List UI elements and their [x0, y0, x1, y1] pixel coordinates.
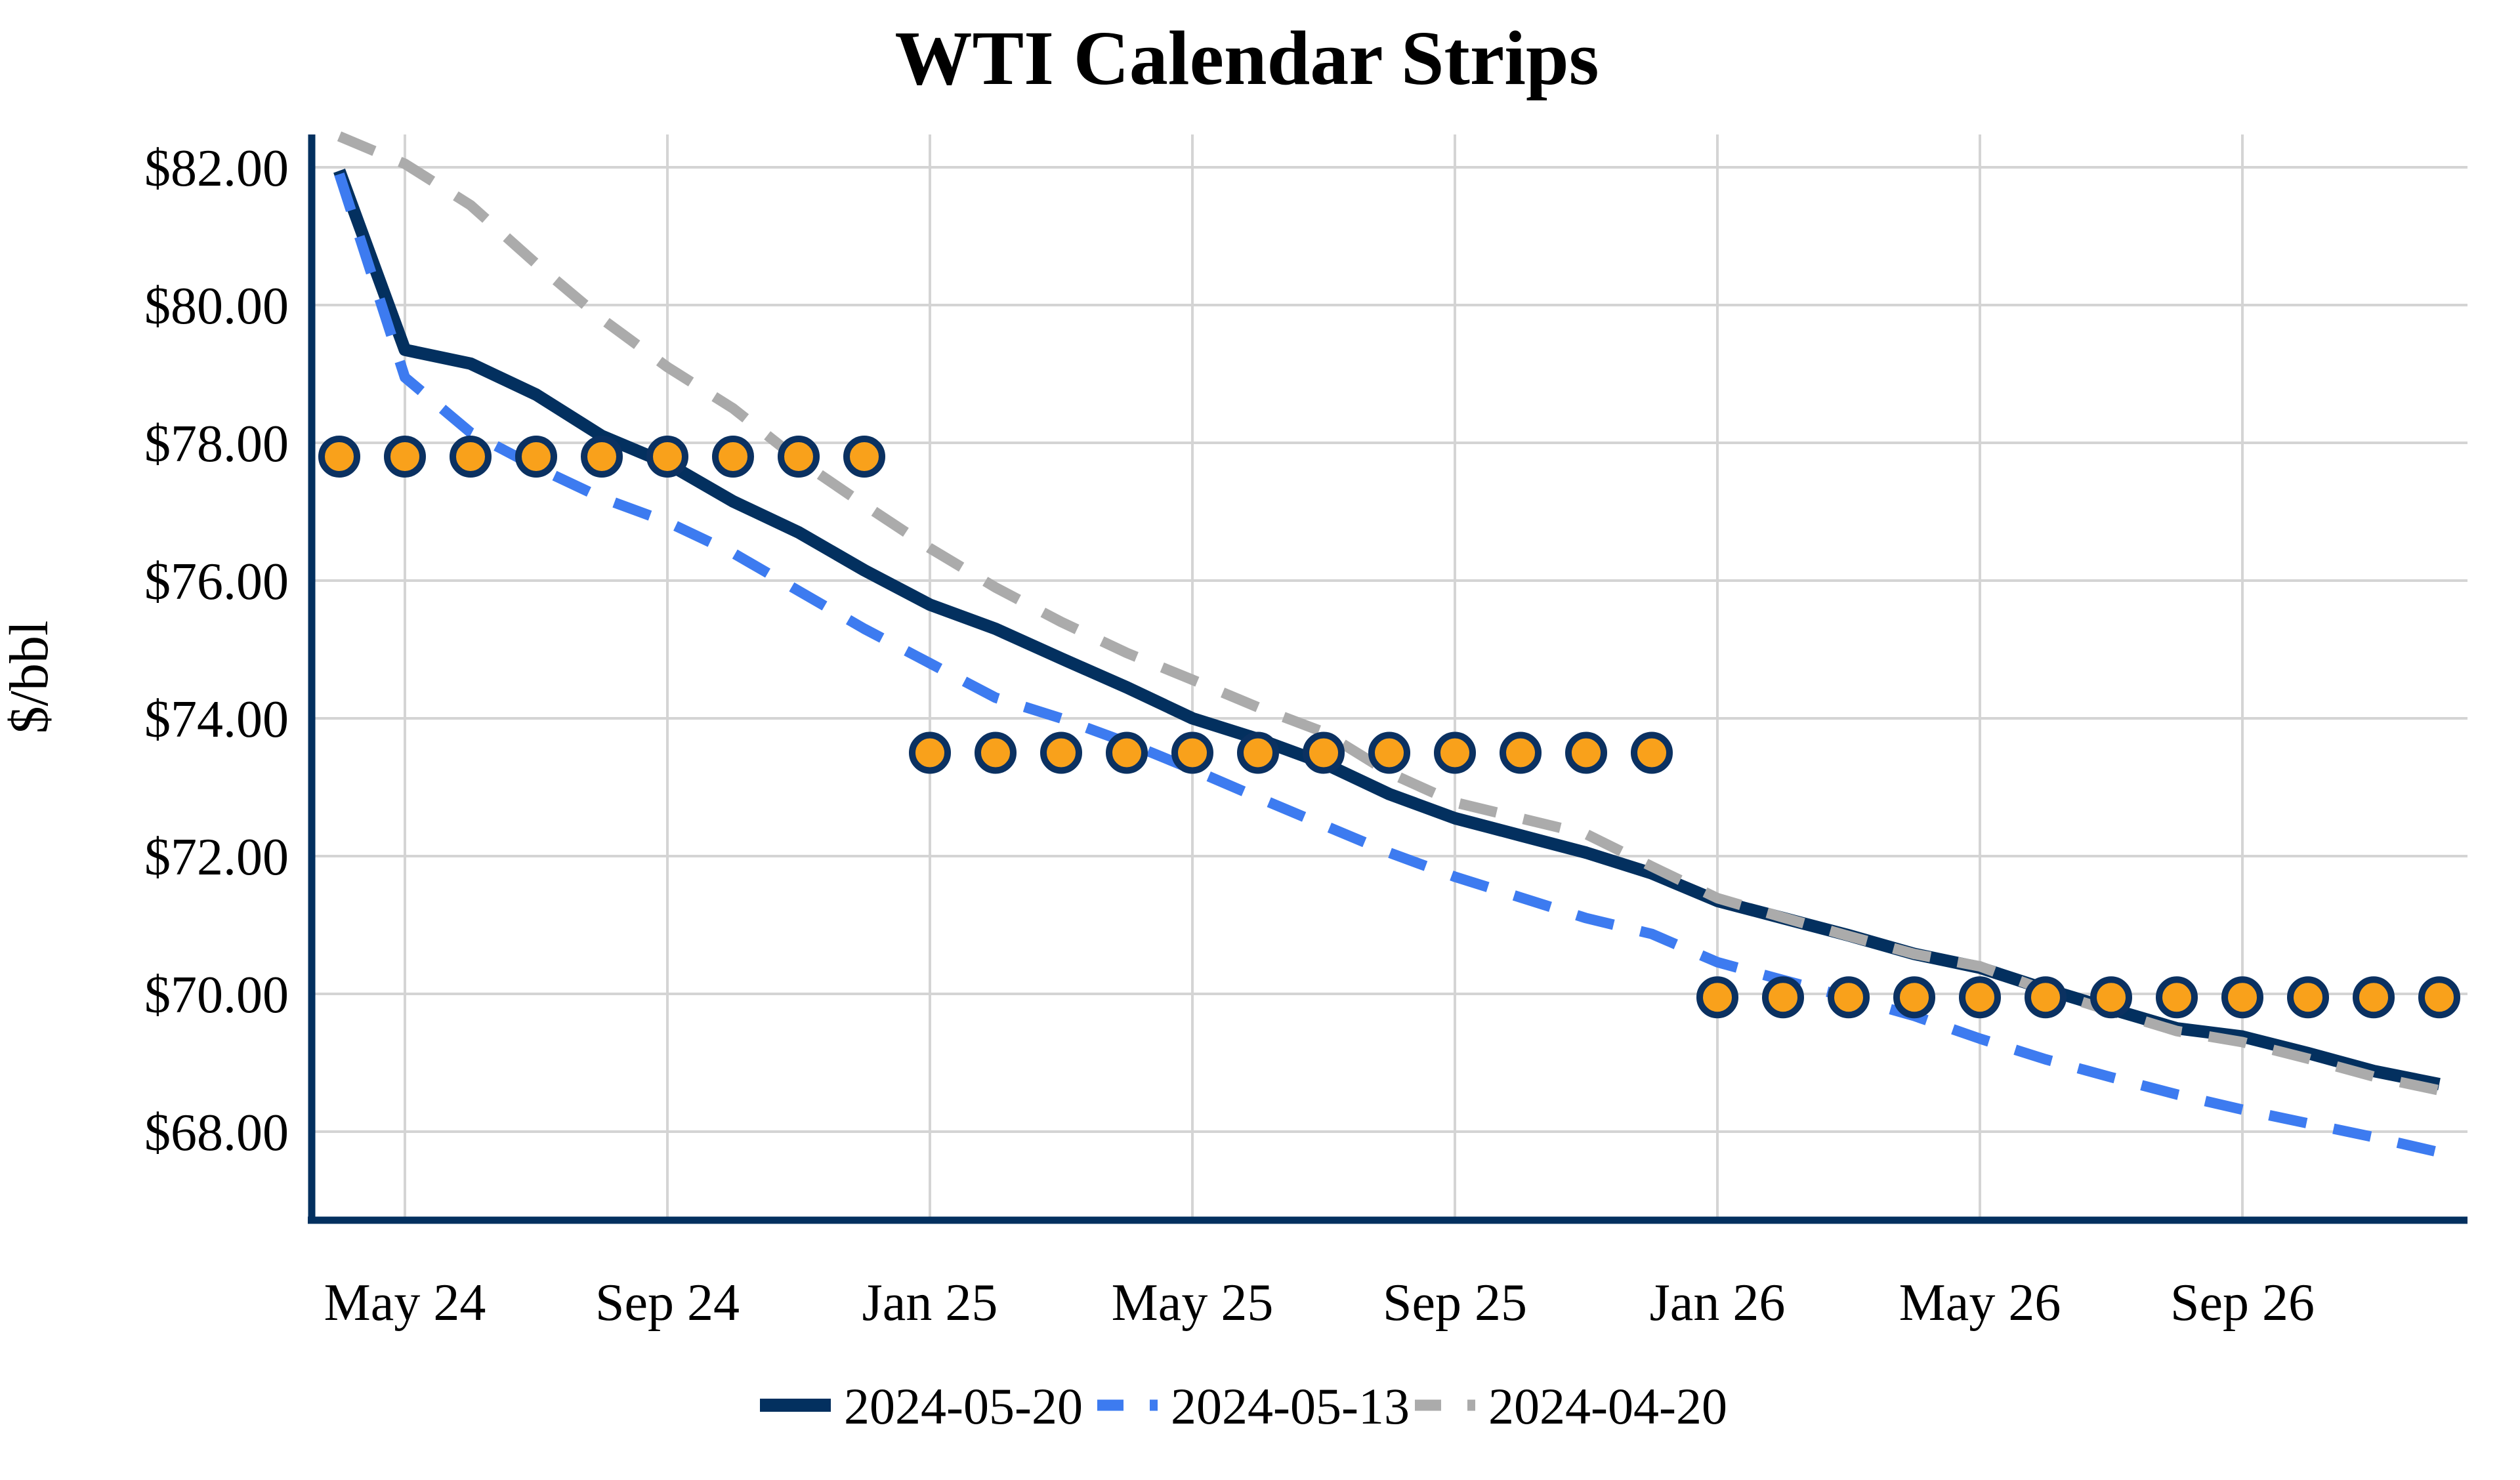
- gridlines: [312, 134, 2468, 1220]
- y-tick-label: $80.00: [144, 278, 289, 335]
- strip-marker: [1237, 731, 1279, 774]
- series-lines: [333, 131, 2441, 1158]
- strip-marker: [1893, 976, 1935, 1019]
- y-tick-label: $78.00: [144, 415, 289, 473]
- strip-marker: [2025, 976, 2067, 1019]
- x-tick-label: May 25: [1112, 1274, 1274, 1332]
- legend: 2024-05-20 2024-05-13 2024-04-20: [760, 1378, 1727, 1435]
- strip-marker: [1171, 731, 1213, 774]
- strip-marker: [318, 436, 360, 478]
- strip-marker: [2156, 976, 2198, 1019]
- strip-marker: [384, 436, 426, 478]
- strip-marker: [2287, 976, 2329, 1019]
- x-tick-label: Jan 25: [862, 1274, 998, 1332]
- x-tick-label: Jan 26: [1650, 1274, 1786, 1332]
- strip-marker: [581, 436, 623, 478]
- x-tick-labels: May 24 Sep 24 Jan 25 May 25 Sep 25 Jan 26 May …: [324, 1274, 2315, 1332]
- strip-marker: [1696, 976, 1738, 1019]
- y-tick-label: $70.00: [144, 966, 289, 1024]
- y-axis-title: $/bbl: [0, 621, 60, 734]
- strip-marker: [2221, 976, 2263, 1019]
- strip-marker: [1106, 731, 1148, 774]
- strip-marker: [1565, 731, 1607, 774]
- x-tick-label: Sep 26: [2170, 1274, 2315, 1332]
- x-tick-label: May 26: [1899, 1274, 2061, 1332]
- strip-marker: [1762, 976, 1804, 1019]
- strip-marker: [909, 731, 951, 774]
- strip-marker: [2090, 976, 2132, 1019]
- legend-label-1: 2024-05-20: [844, 1378, 1083, 1435]
- strip-marker: [1500, 731, 1542, 774]
- strip-marker: [1828, 976, 1870, 1019]
- strip-marker: [1434, 731, 1476, 774]
- series-line-2024-04-20: [337, 131, 2441, 1096]
- strip-marker: [1368, 731, 1410, 774]
- y-tick-label: $76.00: [144, 553, 289, 611]
- series-line-2024-05-13: [334, 173, 2441, 1158]
- y-tick-label: $72.00: [144, 829, 289, 886]
- strip-marker: [778, 436, 820, 478]
- y-tick-label: $82.00: [144, 140, 289, 197]
- strip-marker: [843, 436, 885, 478]
- x-tick-label: Sep 25: [1383, 1274, 1527, 1332]
- legend-label-2: 2024-05-13: [1171, 1378, 1410, 1435]
- y-tick-labels: $68.00 $70.00 $72.00 $74.00 $76.00 $78.00 $80.…: [144, 140, 289, 1162]
- strip-marker: [1303, 731, 1345, 774]
- strip-marker: [1959, 976, 2001, 1019]
- x-tick-label: Sep 24: [595, 1274, 740, 1332]
- legend-label-3: 2024-04-20: [1488, 1378, 1727, 1435]
- strip-markers: [318, 436, 2460, 1019]
- strip-marker: [1631, 731, 1673, 774]
- strip-marker: [2418, 976, 2460, 1019]
- strip-marker: [450, 436, 492, 478]
- strip-marker: [515, 436, 557, 478]
- y-tick-label: $74.00: [144, 691, 289, 749]
- chart-title: WTI Calendar Strips: [894, 15, 1599, 101]
- strip-marker: [712, 436, 754, 478]
- axis-spines: [308, 134, 2468, 1224]
- series-line-2024-05-20: [333, 168, 2441, 1090]
- strip-marker: [975, 731, 1017, 774]
- strip-marker: [646, 436, 688, 478]
- y-tick-label: $68.00: [144, 1104, 289, 1162]
- strip-marker: [1040, 731, 1082, 774]
- x-tick-label: May 24: [324, 1274, 486, 1332]
- strip-marker: [2353, 976, 2395, 1019]
